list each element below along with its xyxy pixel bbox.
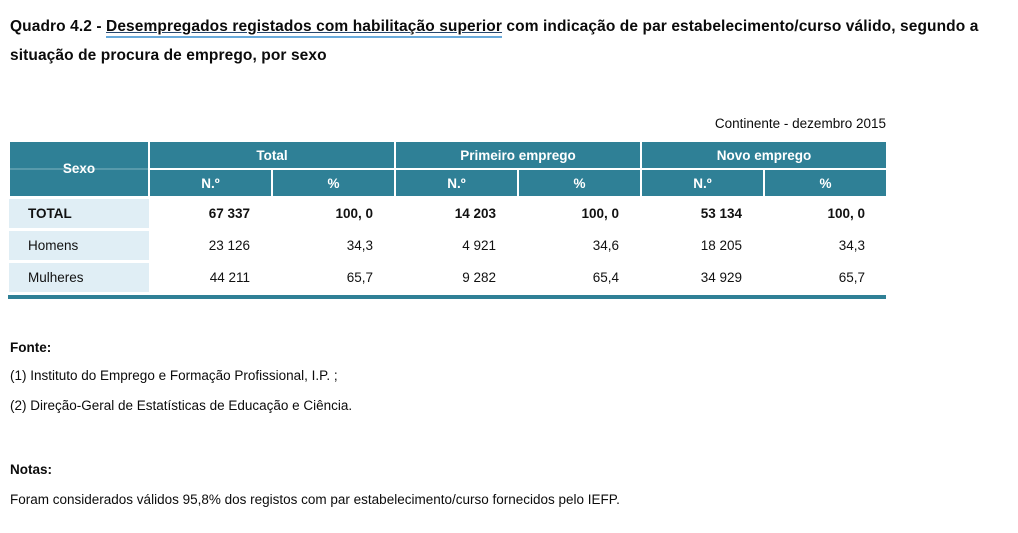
cell-total-n: 44 211	[149, 261, 272, 293]
cell-primeiro-n: 14 203	[395, 197, 518, 229]
data-table: Sexo Total Primeiro emprego Novo emprego…	[8, 140, 889, 295]
subheader-novo-n: N.º	[640, 168, 766, 198]
region-date-label: Continente - dezembro 2015	[714, 116, 886, 131]
notes-heading: Notas:	[10, 462, 53, 477]
cell-primeiro-pct: 100, 0	[518, 197, 642, 229]
source-item-2: (2) Direção-Geral de Estatísticas de Edu…	[10, 398, 353, 413]
cell-total-pct: 100, 0	[272, 197, 395, 229]
row-label-homens: Homens	[9, 227, 149, 263]
subheader-total-n: N.º	[148, 168, 273, 198]
cell-novo-n: 53 134	[641, 197, 765, 229]
cell-primeiro-pct: 65,4	[518, 261, 642, 293]
notes-item-1: Foram considerados válidos 95,8% dos reg…	[10, 492, 620, 507]
table-bottom-rule	[8, 294, 886, 299]
cell-primeiro-pct: 34,6	[518, 229, 642, 261]
cell-primeiro-n: 4 921	[395, 229, 518, 261]
group-header-novo-emprego: Novo emprego	[640, 140, 889, 170]
title-suffix: com indicação de par estabelecimento/cur…	[10, 18, 979, 64]
statistics-table: Sexo Total Primeiro emprego Novo emprego…	[8, 140, 889, 299]
cell-total-n: 67 337	[149, 197, 272, 229]
header-row-groups: Sexo Total Primeiro emprego Novo emprego	[8, 140, 889, 198]
cell-novo-n: 34 929	[641, 261, 765, 293]
table-row-homens: Homens 23 126 34,3 4 921 34,6 18 205 34,…	[9, 227, 888, 263]
header-row-subcolumns: N.º % N.º % N.º %	[9, 168, 889, 198]
cell-total-pct: 65,7	[272, 261, 395, 293]
title-prefix: Quadro 4.2 -	[10, 18, 107, 35]
cell-novo-pct: 34,3	[764, 229, 888, 261]
cell-novo-pct: 100, 0	[764, 197, 888, 229]
row-label-total: TOTAL	[9, 195, 149, 231]
source-heading: Fonte:	[10, 340, 52, 355]
corner-header-sexo: Sexo	[8, 140, 150, 198]
subheader-novo-pct: %	[763, 168, 889, 198]
cell-novo-n: 18 205	[641, 229, 765, 261]
row-label-mulheres: Mulheres	[9, 259, 149, 295]
subheader-total-pct: %	[271, 168, 396, 198]
group-header-primeiro-emprego: Primeiro emprego	[393, 140, 643, 170]
cell-novo-pct: 65,7	[764, 261, 888, 293]
source-item-1: (1) Instituto do Emprego e Formação Prof…	[10, 368, 338, 383]
cell-total-n: 23 126	[149, 229, 272, 261]
group-header-total: Total	[148, 140, 396, 170]
cell-primeiro-n: 9 282	[395, 261, 518, 293]
table-row-total: TOTAL 67 337 100, 0 14 203 100, 0 53 134…	[9, 195, 888, 231]
table-row-mulheres: Mulheres 44 211 65,7 9 282 65,4 34 929 6…	[9, 259, 888, 295]
subheader-primeiro-n: N.º	[394, 168, 519, 198]
title-underlined-phrase: Desempregados registados com habilitação…	[106, 18, 503, 38]
subheader-primeiro-pct: %	[516, 168, 643, 198]
table-title: Quadro 4.2 - Desempregados registados co…	[10, 12, 1014, 70]
cell-total-pct: 34,3	[272, 229, 395, 261]
